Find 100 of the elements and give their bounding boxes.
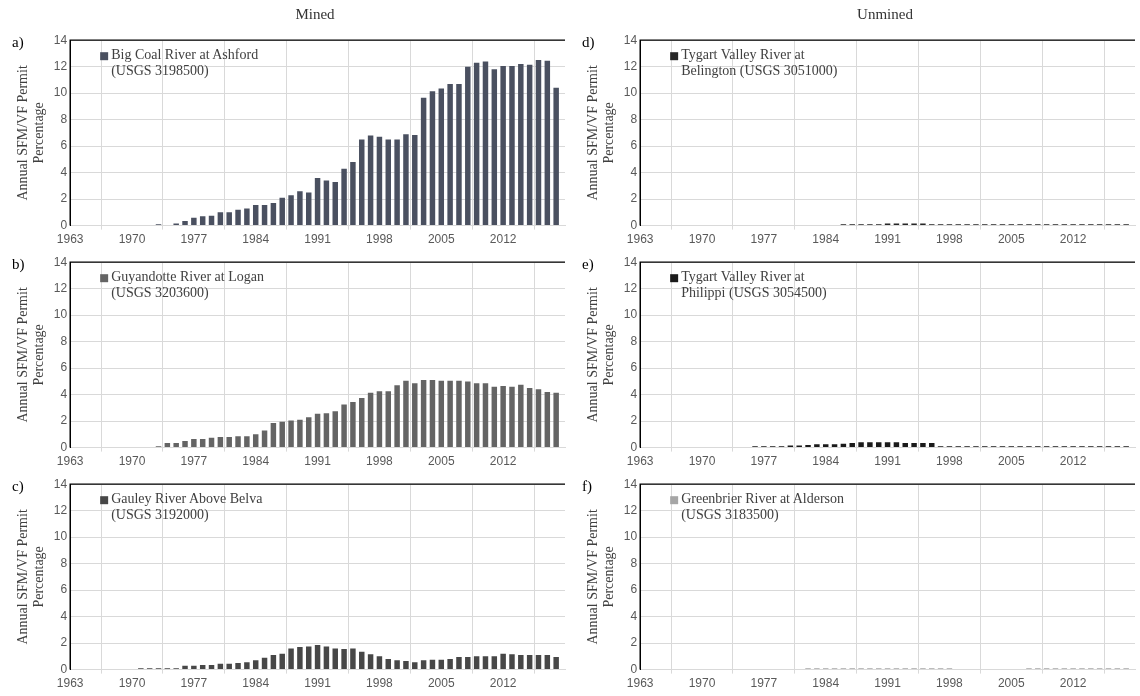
bar: [526, 64, 533, 226]
y-tick-label: 4: [630, 608, 638, 623]
x-tick-label: 1998: [936, 454, 964, 469]
y-tick-label: 8: [630, 333, 638, 348]
x-tick-label: 1970: [688, 676, 716, 691]
legend-label: Gauley River Above Belva (USGS 3192000): [111, 490, 264, 523]
y-tick-label: 14: [53, 32, 68, 47]
bar: [244, 436, 250, 448]
bar: [226, 437, 232, 448]
bar: [465, 657, 471, 670]
x-tick-label: 1984: [242, 232, 270, 247]
x-tick-label: 2005: [427, 232, 455, 247]
y-tick-label: 4: [60, 608, 68, 623]
bar: [191, 438, 197, 448]
bar: [306, 192, 312, 226]
bar: [420, 97, 427, 226]
x-tick-label: 2012: [1059, 454, 1087, 469]
bar: [173, 442, 179, 448]
bar: [403, 380, 409, 448]
bar: [456, 83, 462, 226]
bar: [306, 646, 312, 670]
x-tick-label: 1963: [626, 232, 654, 247]
x-tick-label: 1977: [750, 676, 778, 691]
bar: [394, 660, 400, 670]
x-tick-label: 2005: [997, 676, 1025, 691]
bar: [509, 66, 515, 226]
bar: [323, 413, 330, 448]
bar: [314, 645, 321, 670]
y-tick-label: 2: [630, 413, 638, 428]
x-tick-label: 1998: [936, 676, 964, 691]
bar: [465, 66, 471, 226]
x-tick-label: 1984: [812, 232, 840, 247]
x-tick-label: 1970: [118, 232, 146, 247]
bar: [482, 61, 489, 226]
y-tick-label: 10: [623, 529, 638, 544]
x-tick-label: 1998: [936, 232, 964, 247]
y-tick-label: 0: [630, 661, 638, 676]
text: f): [582, 478, 592, 495]
y-tick-label: 0: [60, 439, 68, 454]
y-tick-label: 12: [623, 59, 638, 73]
y-tick-label: 6: [60, 582, 68, 597]
text: a): [12, 34, 24, 51]
x-tick-label: 2005: [427, 454, 455, 469]
y-tick-label: 4: [60, 164, 68, 179]
bar: [341, 168, 347, 226]
bar: [288, 648, 294, 670]
y-axis-title: Annual SFM/VF Permit Percentage: [15, 65, 46, 201]
bar: [491, 386, 498, 448]
bar: [252, 205, 259, 226]
x-tick-label: 1984: [242, 454, 270, 469]
bar: [235, 662, 241, 670]
bar: [235, 436, 241, 448]
x-tick-label: 1991: [874, 454, 902, 469]
bar: [235, 209, 241, 226]
legend-label: Guyandotte River at Logan (USGS 3203600): [111, 268, 264, 301]
bar: [288, 195, 294, 226]
x-tick-label: 1984: [242, 676, 270, 691]
x-tick-label: 1991: [304, 676, 332, 691]
bar: [438, 380, 445, 448]
bar: [217, 212, 224, 226]
bar: [447, 659, 453, 670]
y-tick-label: 10: [53, 529, 68, 544]
x-tick-label: 1991: [304, 454, 332, 469]
x-tick-label: 1963: [56, 232, 84, 247]
bar: [367, 135, 374, 226]
bar: [332, 648, 338, 670]
bar: [332, 181, 338, 226]
bar: [288, 420, 294, 448]
bar: [412, 134, 418, 226]
x-tick-label: 1998: [366, 454, 394, 469]
x-tick-label: 2012: [1059, 676, 1087, 691]
x-tick-label: 2005: [997, 454, 1025, 469]
legend-label: Tygart Valley River at Philippi (USGS 3054500): [681, 268, 827, 301]
bar: [412, 383, 418, 448]
bar: [403, 134, 409, 226]
x-tick-label: 1977: [180, 232, 208, 247]
bar: [394, 139, 400, 226]
bar: [412, 662, 418, 670]
bar: [191, 217, 197, 226]
y-tick-label: 8: [60, 333, 68, 348]
bar: [350, 648, 356, 670]
text: c): [12, 478, 24, 495]
bar: [252, 660, 259, 670]
y-tick-label: 12: [623, 503, 638, 517]
bar: [491, 69, 498, 226]
y-tick-label: 6: [630, 138, 638, 153]
bar: [182, 440, 188, 448]
x-tick-label: 1970: [688, 454, 716, 469]
y-tick-label: 2: [60, 635, 68, 650]
y-tick-label: 14: [53, 254, 68, 269]
x-tick-label: 1963: [56, 454, 84, 469]
y-tick-label: 2: [630, 635, 638, 650]
bar: [297, 419, 303, 448]
text: b): [12, 256, 25, 273]
y-axis-title: Annual SFM/VF Permit Percentage: [585, 509, 616, 645]
y-tick-label: 0: [60, 217, 68, 232]
bar: [544, 60, 551, 226]
bar: [500, 653, 506, 670]
bar: [491, 656, 498, 670]
x-tick-label: 2005: [427, 676, 455, 691]
